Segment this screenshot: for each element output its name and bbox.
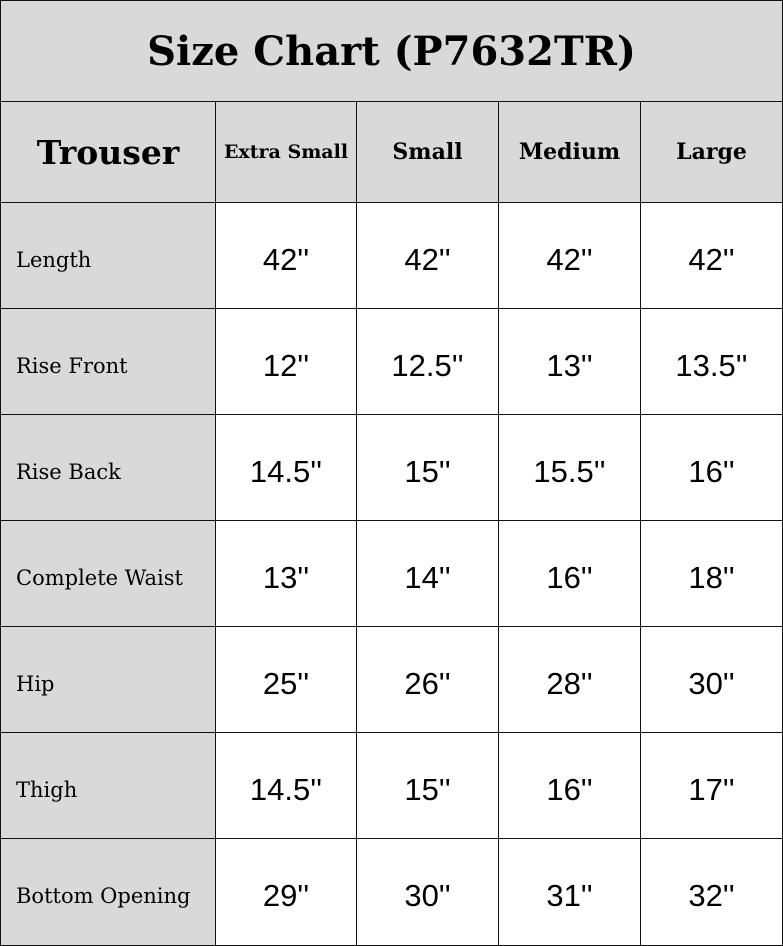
measurement-cell: 18'' [641,521,782,627]
measurement-cell: 16'' [499,733,641,839]
measurement-cell: 42'' [499,203,641,309]
row-label: Rise Front [1,309,216,415]
measurement-cell: 42'' [357,203,499,309]
size-header: Extra Small [216,102,357,203]
measurement-cell: 16'' [499,521,641,627]
measurement-cell: 26'' [357,627,499,733]
measurement-cell: 14.5'' [216,733,357,839]
header-corner: Trouser [1,102,216,203]
measurement-cell: 13'' [216,521,357,627]
measurement-cell: 32'' [641,839,782,945]
measurement-cell: 14'' [357,521,499,627]
measurement-cell: 15'' [357,733,499,839]
row-label: Thigh [1,733,216,839]
measurement-cell: 17'' [641,733,782,839]
measurement-cell: 29'' [216,839,357,945]
measurement-cell: 28'' [499,627,641,733]
row-label: Bottom Opening [1,839,216,945]
measurement-cell: 15'' [357,415,499,521]
measurement-cell: 42'' [216,203,357,309]
measurement-cell: 15.5'' [499,415,641,521]
chart-title: Size Chart (P7632TR) [1,1,782,102]
measurement-cell: 14.5'' [216,415,357,521]
row-label: Hip [1,627,216,733]
measurement-cell: 30'' [641,627,782,733]
size-table: Trouser Extra Small Small Medium Large Length… [1,102,782,945]
measurement-cell: 25'' [216,627,357,733]
size-header: Medium [499,102,641,203]
row-label: Rise Back [1,415,216,521]
row-label: Complete Waist [1,521,216,627]
measurement-cell: 30'' [357,839,499,945]
row-label: Length [1,203,216,309]
measurement-cell: 12'' [216,309,357,415]
measurement-cell: 16'' [641,415,782,521]
measurement-cell: 13'' [499,309,641,415]
measurement-cell: 42'' [641,203,782,309]
size-header: Large [641,102,782,203]
measurement-cell: 13.5'' [641,309,782,415]
measurement-cell: 12.5'' [357,309,499,415]
size-header: Small [357,102,499,203]
measurement-cell: 31'' [499,839,641,945]
